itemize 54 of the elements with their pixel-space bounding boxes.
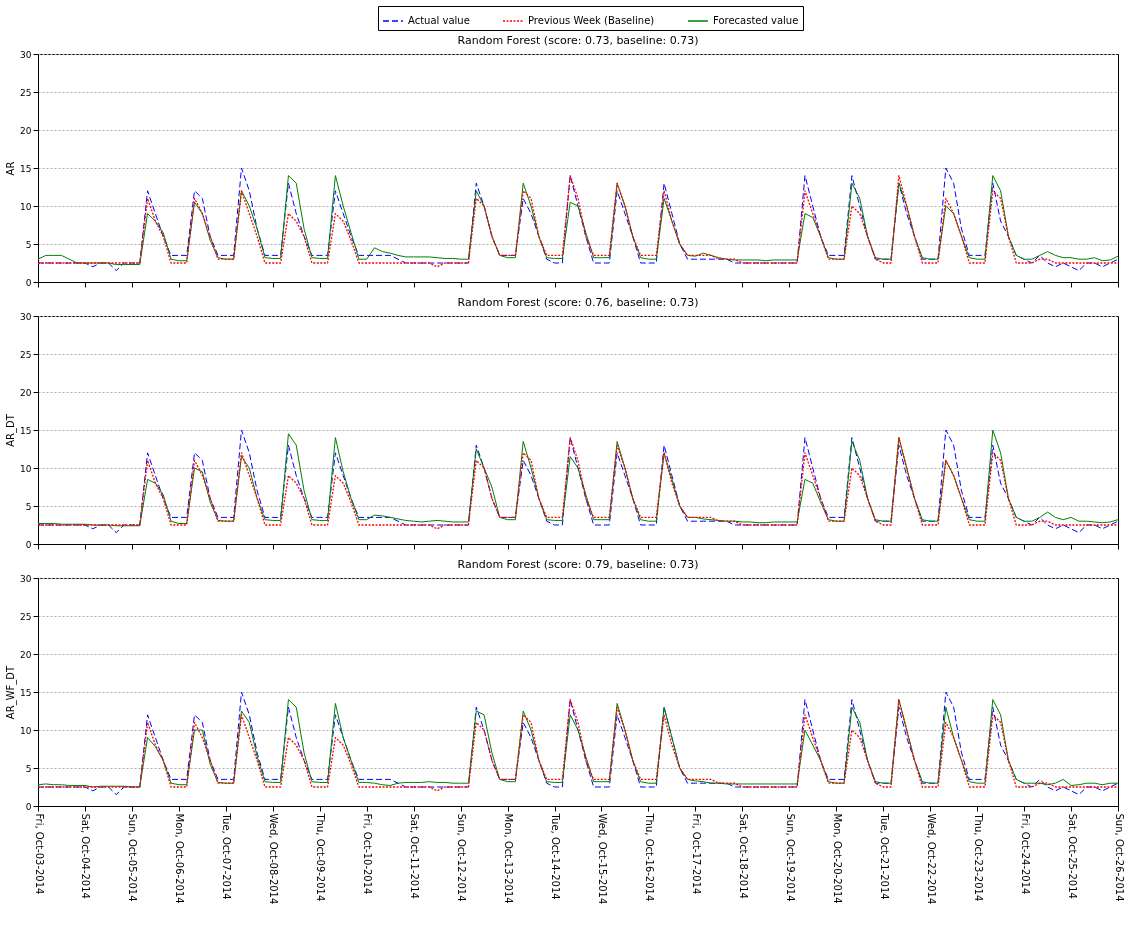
x-tick-label: Thu, Oct-23-2014 xyxy=(972,812,984,902)
y-tick-label: 30 xyxy=(20,311,32,322)
y-tick-label: 25 xyxy=(20,349,32,360)
y-tick-label: 5 xyxy=(25,239,32,250)
x-tick-label: Tue, Oct-07-2014 xyxy=(221,812,233,900)
y-tick-label: 10 xyxy=(20,201,32,212)
x-tick-label: Sun, Oct-05-2014 xyxy=(127,813,139,902)
y-tick-label: 5 xyxy=(25,501,32,512)
x-tick-label: Wed, Oct-15-2014 xyxy=(596,813,608,905)
y-tick-label: 10 xyxy=(20,725,32,736)
x-tick-label: Sat, Oct-04-2014 xyxy=(80,813,92,899)
x-tick-label: Sun, Oct-12-2014 xyxy=(456,813,468,902)
legend-label: Forecasted value xyxy=(713,15,799,26)
y-tick-label: 30 xyxy=(20,49,32,60)
legend-label: Previous Week (Baseline) xyxy=(528,15,655,26)
x-tick-label: Thu, Oct-09-2014 xyxy=(315,812,327,902)
x-tick-label: Sat, Oct-18-2014 xyxy=(737,813,749,899)
legend-label: Actual value xyxy=(408,15,470,26)
y-tick-label: 30 xyxy=(20,573,32,584)
x-tick-label: Wed, Oct-08-2014 xyxy=(268,813,280,905)
y-tick-label: 0 xyxy=(25,539,32,550)
y-tick-label: 0 xyxy=(25,801,32,812)
chart-title: Random Forest (score: 0.79, baseline: 0.73) xyxy=(457,558,699,571)
y-tick-label: 10 xyxy=(20,463,32,474)
x-tick-label: Mon, Oct-20-2014 xyxy=(831,813,843,904)
x-tick-label: Sat, Oct-11-2014 xyxy=(409,813,421,899)
x-tick-label: Tue, Oct-14-2014 xyxy=(550,812,562,900)
y-tick-label: 15 xyxy=(20,425,32,436)
x-tick-label: Fri, Oct-17-2014 xyxy=(690,813,702,895)
y-tick-label: 15 xyxy=(20,687,32,698)
y-axis-title: AR_DT xyxy=(5,413,18,447)
x-tick-label: Thu, Oct-16-2014 xyxy=(643,812,655,902)
x-tick-label: Fri, Oct-10-2014 xyxy=(362,813,374,895)
y-tick-label: 25 xyxy=(20,87,32,98)
y-tick-label: 25 xyxy=(20,611,32,622)
x-tick-label: Fri, Oct-24-2014 xyxy=(1019,813,1031,895)
y-tick-label: 5 xyxy=(25,763,32,774)
x-tick-label: Sun, Oct-19-2014 xyxy=(784,813,796,902)
x-tick-label: Tue, Oct-21-2014 xyxy=(878,812,890,900)
x-tick-label: Mon, Oct-13-2014 xyxy=(503,813,515,904)
y-tick-label: 20 xyxy=(20,649,32,660)
x-tick-label: Wed, Oct-22-2014 xyxy=(925,813,937,905)
y-axis-title: AR_WF_DT xyxy=(5,665,18,720)
chart-title: Random Forest (score: 0.73, baseline: 0.73) xyxy=(457,34,699,47)
x-tick-label: Mon, Oct-06-2014 xyxy=(174,813,186,904)
y-axis-title: AR xyxy=(5,161,17,176)
x-tick-label: Sun, Oct-26-2014 xyxy=(1113,813,1125,902)
y-tick-label: 20 xyxy=(20,125,32,136)
x-tick-label: Fri, Oct-03-2014 xyxy=(33,813,45,895)
chart-title: Random Forest (score: 0.76, baseline: 0.73) xyxy=(457,296,699,309)
x-tick-label: Sat, Oct-25-2014 xyxy=(1066,813,1078,899)
y-tick-label: 15 xyxy=(20,163,32,174)
y-tick-label: 20 xyxy=(20,387,32,398)
y-tick-label: 0 xyxy=(25,277,32,288)
